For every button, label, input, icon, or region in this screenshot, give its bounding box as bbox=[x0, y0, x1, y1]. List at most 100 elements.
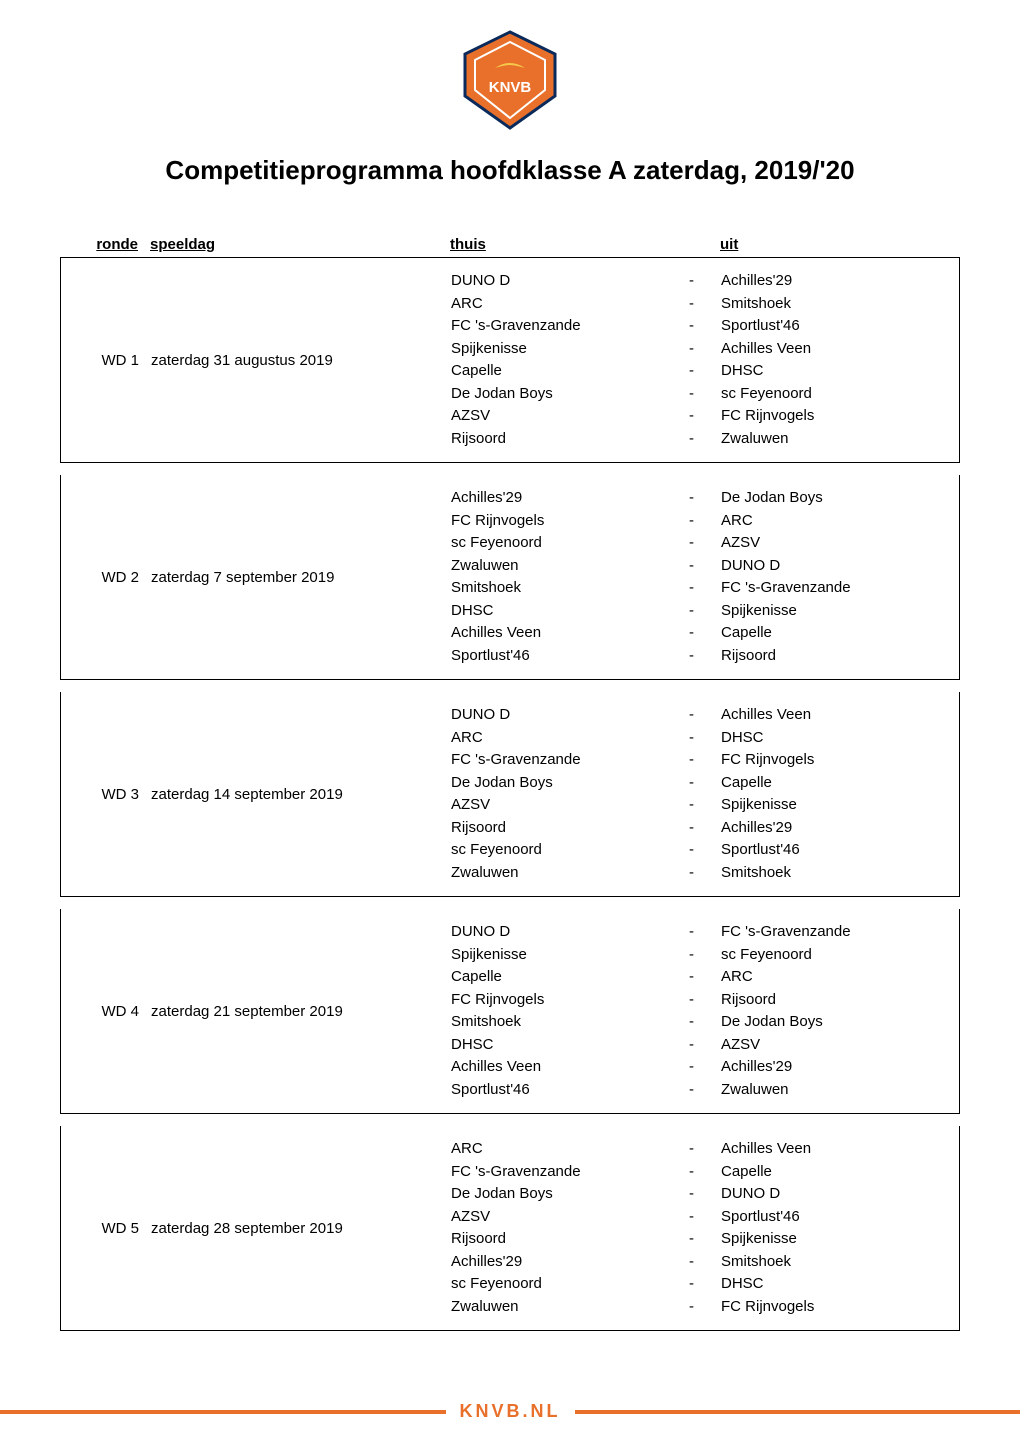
round-block: WD 1zaterdag 31 augustus 2019DUNO D-Achi… bbox=[60, 258, 960, 463]
round-left: WD 4zaterdag 21 september 2019 bbox=[71, 1003, 451, 1020]
match-dash: - bbox=[681, 772, 721, 795]
match-row: sc Feyenoord-Sportlust'46 bbox=[451, 839, 949, 862]
col-header-thuis: thuis bbox=[450, 236, 680, 253]
match-row: Smitshoek-De Jodan Boys bbox=[451, 1011, 949, 1034]
match-row: FC 's-Gravenzande-FC Rijnvogels bbox=[451, 749, 949, 772]
round-block: WD 3zaterdag 14 september 2019DUNO D-Ach… bbox=[60, 692, 960, 897]
match-away: DUNO D bbox=[721, 555, 949, 578]
match-dash: - bbox=[681, 839, 721, 862]
table-header: ronde speeldag thuis uit bbox=[60, 236, 960, 258]
match-away: Rijsoord bbox=[721, 645, 949, 668]
match-row: DHSC-Spijkenisse bbox=[451, 600, 949, 623]
match-away: Sportlust'46 bbox=[721, 315, 949, 338]
match-home: Rijsoord bbox=[451, 428, 681, 451]
match-home: DHSC bbox=[451, 1034, 681, 1057]
match-row: ARC-DHSC bbox=[451, 727, 949, 750]
match-away: Spijkenisse bbox=[721, 600, 949, 623]
match-home: Rijsoord bbox=[451, 1228, 681, 1251]
match-away: DHSC bbox=[721, 727, 949, 750]
round-block: WD 4zaterdag 21 september 2019DUNO D-FC … bbox=[60, 909, 960, 1114]
match-row: Rijsoord-Zwaluwen bbox=[451, 428, 949, 451]
match-dash: - bbox=[681, 1079, 721, 1102]
match-dash: - bbox=[681, 749, 721, 772]
col-header-sep bbox=[680, 236, 720, 253]
match-dash: - bbox=[681, 622, 721, 645]
match-away: AZSV bbox=[721, 1034, 949, 1057]
round-block: WD 5zaterdag 28 september 2019ARC-Achill… bbox=[60, 1126, 960, 1331]
match-dash: - bbox=[681, 428, 721, 451]
match-away: AZSV bbox=[721, 532, 949, 555]
match-row: Achilles Veen-Capelle bbox=[451, 622, 949, 645]
match-row: Achilles'29-De Jodan Boys bbox=[451, 487, 949, 510]
match-dash: - bbox=[681, 704, 721, 727]
match-home: Sportlust'46 bbox=[451, 1079, 681, 1102]
round-date: zaterdag 31 augustus 2019 bbox=[151, 352, 451, 369]
match-away: Sportlust'46 bbox=[721, 839, 949, 862]
match-dash: - bbox=[681, 727, 721, 750]
match-away: Spijkenisse bbox=[721, 794, 949, 817]
match-row: Rijsoord-Achilles'29 bbox=[451, 817, 949, 840]
match-away: Capelle bbox=[721, 622, 949, 645]
match-away: sc Feyenoord bbox=[721, 944, 949, 967]
match-away: Smitshoek bbox=[721, 862, 949, 885]
match-away: DHSC bbox=[721, 1273, 949, 1296]
match-row: Zwaluwen-DUNO D bbox=[451, 555, 949, 578]
match-home: Zwaluwen bbox=[451, 1296, 681, 1319]
match-row: FC Rijnvogels-ARC bbox=[451, 510, 949, 533]
match-away: Achilles Veen bbox=[721, 338, 949, 361]
match-away: ARC bbox=[721, 510, 949, 533]
round-matches: DUNO D-Achilles VeenARC-DHSCFC 's-Graven… bbox=[451, 704, 949, 884]
round-date: zaterdag 21 september 2019 bbox=[151, 1003, 451, 1020]
match-dash: - bbox=[681, 338, 721, 361]
match-dash: - bbox=[681, 1251, 721, 1274]
match-home: Zwaluwen bbox=[451, 862, 681, 885]
match-row: De Jodan Boys-DUNO D bbox=[451, 1183, 949, 1206]
match-home: De Jodan Boys bbox=[451, 1183, 681, 1206]
match-home: AZSV bbox=[451, 405, 681, 428]
match-dash: - bbox=[681, 487, 721, 510]
match-dash: - bbox=[681, 817, 721, 840]
match-dash: - bbox=[681, 1034, 721, 1057]
match-away: FC Rijnvogels bbox=[721, 405, 949, 428]
round-date: zaterdag 28 september 2019 bbox=[151, 1220, 451, 1237]
match-home: Achilles'29 bbox=[451, 1251, 681, 1274]
round-matches: DUNO D-FC 's-GravenzandeSpijkenisse-sc F… bbox=[451, 921, 949, 1101]
match-home: Capelle bbox=[451, 966, 681, 989]
rounds-container: WD 1zaterdag 31 augustus 2019DUNO D-Achi… bbox=[60, 258, 960, 1331]
match-home: sc Feyenoord bbox=[451, 532, 681, 555]
match-home: Achilles'29 bbox=[451, 487, 681, 510]
match-home: FC 's-Gravenzande bbox=[451, 315, 681, 338]
page-title: Competitieprogramma hoofdklasse A zaterd… bbox=[60, 155, 960, 186]
match-row: Capelle-DHSC bbox=[451, 360, 949, 383]
match-home: FC 's-Gravenzande bbox=[451, 1161, 681, 1184]
match-dash: - bbox=[681, 921, 721, 944]
match-away: Smitshoek bbox=[721, 1251, 949, 1274]
match-dash: - bbox=[681, 1206, 721, 1229]
match-away: Spijkenisse bbox=[721, 1228, 949, 1251]
match-row: Spijkenisse-sc Feyenoord bbox=[451, 944, 949, 967]
match-home: ARC bbox=[451, 727, 681, 750]
match-dash: - bbox=[681, 383, 721, 406]
match-row: FC 's-Gravenzande-Sportlust'46 bbox=[451, 315, 949, 338]
match-dash: - bbox=[681, 532, 721, 555]
round-date: zaterdag 14 september 2019 bbox=[151, 786, 451, 803]
match-home: Smitshoek bbox=[451, 577, 681, 600]
match-away: DHSC bbox=[721, 360, 949, 383]
match-home: DHSC bbox=[451, 600, 681, 623]
match-away: Rijsoord bbox=[721, 989, 949, 1012]
match-row: FC 's-Gravenzande-Capelle bbox=[451, 1161, 949, 1184]
col-header-uit: uit bbox=[720, 236, 950, 253]
match-row: DUNO D-Achilles'29 bbox=[451, 270, 949, 293]
match-home: Rijsoord bbox=[451, 817, 681, 840]
match-row: DUNO D-FC 's-Gravenzande bbox=[451, 921, 949, 944]
footer-line-left bbox=[0, 1410, 446, 1414]
match-away: FC Rijnvogels bbox=[721, 749, 949, 772]
match-row: Smitshoek-FC 's-Gravenzande bbox=[451, 577, 949, 600]
match-home: Sportlust'46 bbox=[451, 645, 681, 668]
round-left: WD 2zaterdag 7 september 2019 bbox=[71, 569, 451, 586]
match-dash: - bbox=[681, 1183, 721, 1206]
match-row: Achilles Veen-Achilles'29 bbox=[451, 1056, 949, 1079]
col-header-speeldag: speeldag bbox=[150, 236, 450, 253]
match-row: Achilles'29-Smitshoek bbox=[451, 1251, 949, 1274]
match-dash: - bbox=[681, 293, 721, 316]
